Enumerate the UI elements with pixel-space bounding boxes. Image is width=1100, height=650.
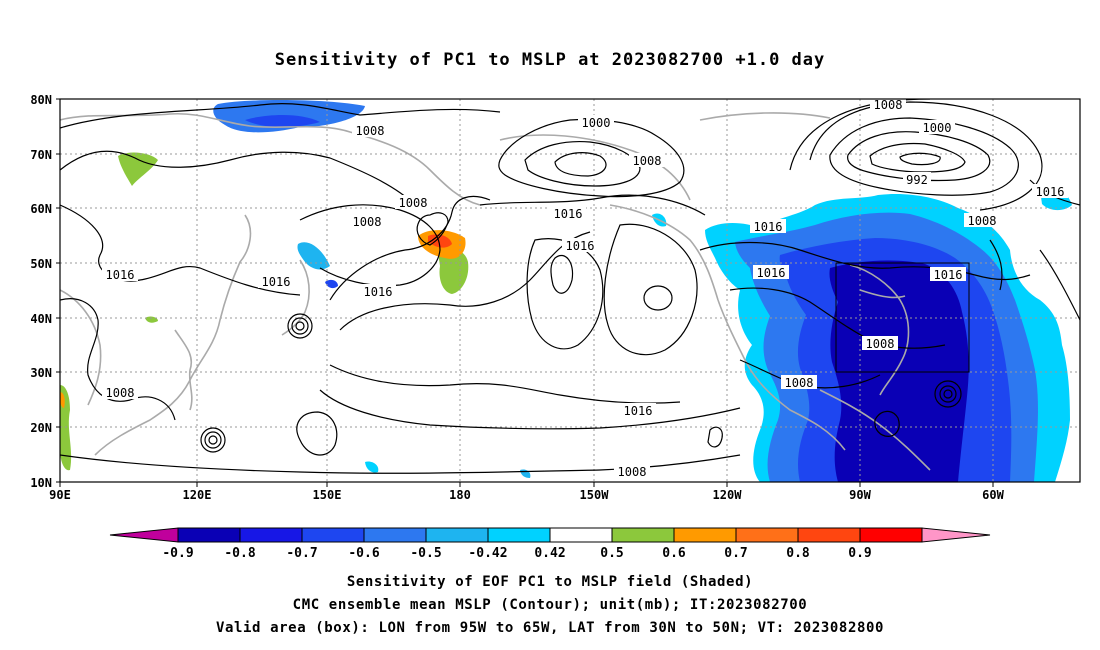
colorbar-label: -0.6: [348, 546, 379, 561]
lat-label: 40N: [30, 312, 52, 326]
contour-label: 1016: [364, 285, 393, 299]
lon-label: 120E: [183, 488, 212, 502]
colorbar-swatch: [239, 527, 303, 543]
contour-label: 1000: [582, 116, 611, 130]
valid-area-box: [835, 262, 970, 373]
coastlines: [60, 112, 931, 471]
colorbar-swatch: [487, 527, 551, 543]
contour-labels: 1008 1008 1000 1008 1008 1000 992 1016 1008 1008 1…: [102, 98, 1068, 479]
lat-label: 60N: [30, 202, 52, 216]
shading-positive-asia: [118, 152, 158, 186]
caption-contour: CMC ensemble mean MSLP (Contour); unit(m…: [292, 597, 808, 613]
colorbar-label: 0.42: [534, 546, 565, 561]
colorbar-swatch: [301, 527, 365, 543]
contour-label: 1016: [757, 266, 786, 280]
contour-label: 1008: [356, 124, 385, 138]
contour-label: 1016: [106, 268, 135, 282]
shading-positive-small: [145, 316, 158, 323]
shading-positive-west-orange: [60, 392, 65, 408]
lat-label: 50N: [30, 257, 52, 271]
contour-label: 1008: [106, 386, 135, 400]
latitude-labels: 80N 70N 60N 50N 40N 30N 20N 10N: [30, 93, 60, 490]
lon-label: 180: [449, 488, 471, 502]
colorbar-label: -0.42: [468, 546, 507, 561]
lon-label: 120W: [713, 488, 743, 502]
contour-label: 1008: [968, 214, 997, 228]
contour-label: 1016: [554, 207, 583, 221]
colorbar-upper-triangle: [921, 527, 991, 543]
lat-label: 80N: [30, 93, 52, 107]
contour-label: 1008: [353, 215, 382, 229]
contour-label: 1016: [566, 239, 595, 253]
contour-label: 1008: [866, 337, 895, 351]
map-frame: [59, 98, 1081, 483]
shading-negative-small-2: [325, 279, 338, 289]
lat-label: 30N: [30, 366, 52, 380]
colorbar-label: 0.9: [848, 546, 871, 561]
caption-valid-area: Valid area (box): LON from 95W to 65W, L…: [215, 620, 885, 636]
mslp-contours: [60, 99, 1080, 474]
lat-label: 70N: [30, 148, 52, 162]
lat-label: 10N: [30, 476, 52, 490]
shading-positive-pacific-red: [428, 234, 452, 248]
contour-label: 992: [906, 173, 928, 187]
contour-label: 1016: [1036, 185, 1065, 199]
colorbar-label: 0.6: [662, 546, 686, 561]
colorbar-label: -0.9: [162, 546, 193, 561]
colorbar-label: 0.8: [786, 546, 810, 561]
lon-label: 90E: [49, 488, 71, 502]
contour-label: 1008: [785, 376, 814, 390]
lon-label: 60W: [982, 488, 1004, 502]
colorbar-swatch: [611, 527, 675, 543]
contour-label: 1008: [618, 465, 647, 479]
colorbar-swatch: [425, 527, 489, 543]
colorbar-lower-triangle: [109, 527, 179, 543]
contour-label: 1016: [934, 268, 963, 282]
shading-negative-north-america-core: [829, 260, 969, 482]
lon-label: 150E: [313, 488, 342, 502]
colorbar-swatch: [859, 527, 923, 543]
colorbar-label: 0.5: [600, 546, 623, 561]
shading-negative-patch-pacific: [365, 461, 379, 473]
contour-label: 1008: [633, 154, 662, 168]
colorbar-label: -0.8: [224, 546, 255, 561]
contour-label: 1000: [923, 121, 952, 135]
colorbar-swatch: [363, 527, 427, 543]
lon-label: 90W: [849, 488, 871, 502]
lat-label: 20N: [30, 421, 52, 435]
shading-negative-patch-pacific2: [520, 469, 531, 478]
shading-negative-arctic-core: [245, 115, 320, 127]
caption-shaded: Sensitivity of EOF PC1 to MSLP field (Sh…: [346, 574, 754, 590]
colorbar-swatch: [673, 527, 737, 543]
colorbar-swatch: [797, 527, 861, 543]
contour-label: 1008: [874, 98, 903, 112]
contour-label: 1016: [624, 404, 653, 418]
map-title: Sensitivity of PC1 to MSLP at 2023082700…: [274, 50, 826, 70]
map-plot-area: 1008 1008 1000 1008 1008 1000 992 1016 1008 1008 1…: [60, 98, 1080, 482]
colorbar-swatch: [735, 527, 799, 543]
shading-positive-pacific: [438, 248, 469, 294]
colorbar-swatch: [177, 527, 241, 543]
colorbar-swatch: [549, 527, 613, 543]
lon-label: 150W: [580, 488, 610, 502]
contour-label: 1008: [399, 196, 428, 210]
contour-label: 1016: [262, 275, 291, 289]
contour-label: 1016: [754, 220, 783, 234]
colorbar: -0.9 -0.8 -0.7 -0.6 -0.5 -0.42 0.42 0.5 0.6 0.7 0.…: [109, 527, 991, 561]
colorbar-label: -0.5: [410, 546, 441, 561]
colorbar-label: 0.7: [724, 546, 747, 561]
colorbar-label: -0.7: [286, 546, 317, 561]
longitude-labels: 90E 120E 150E 180 150W 120W 90W 60W: [49, 482, 1005, 502]
